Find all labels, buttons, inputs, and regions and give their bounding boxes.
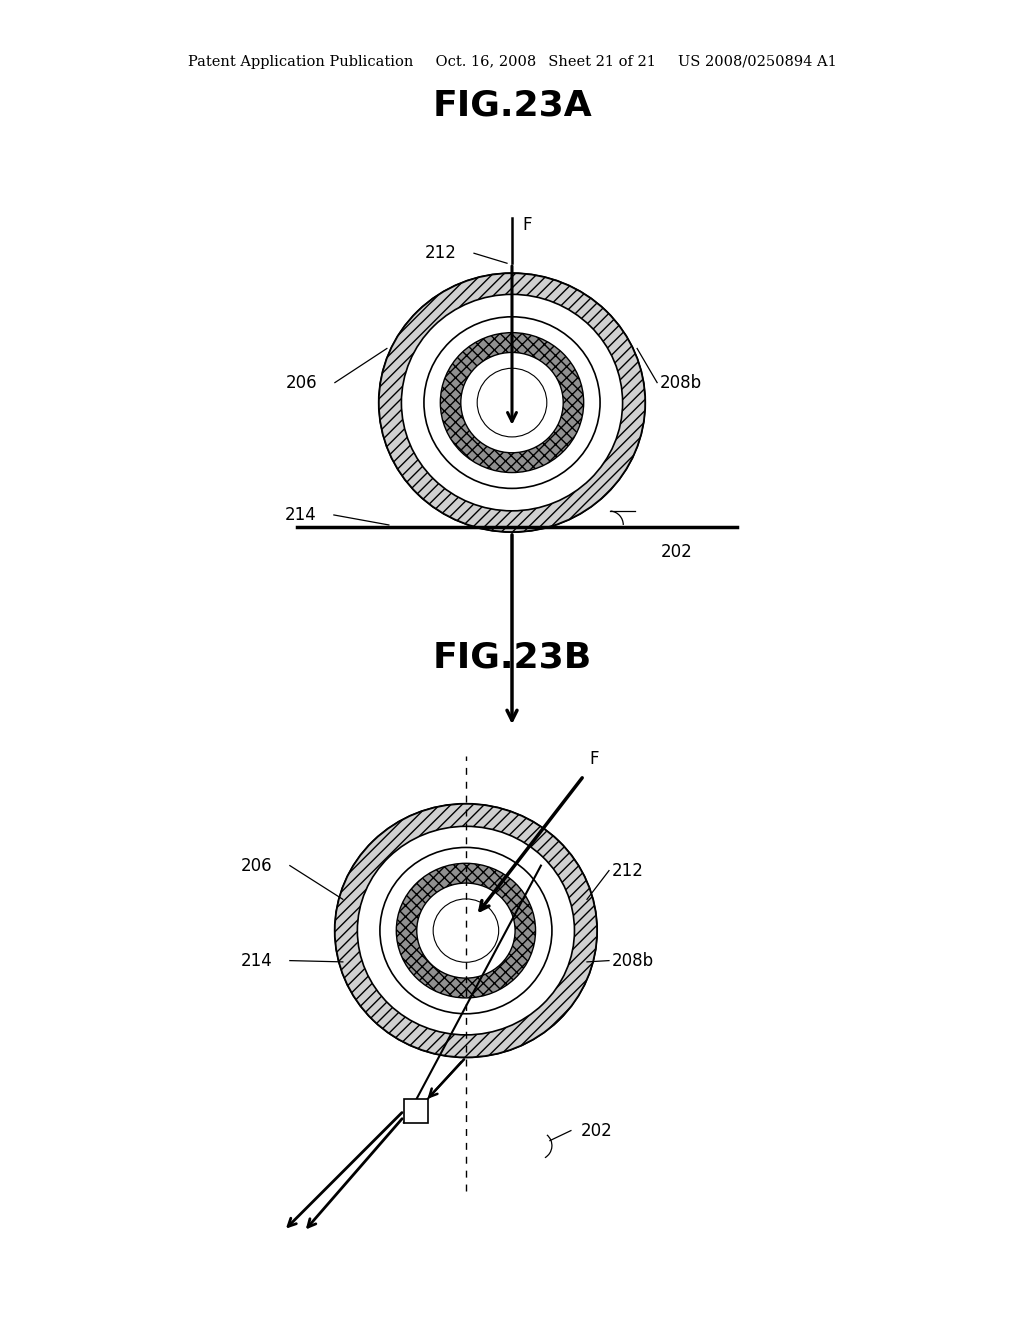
Text: 202: 202: [660, 543, 692, 561]
Ellipse shape: [417, 883, 515, 978]
Text: FIG.23A: FIG.23A: [432, 88, 592, 121]
Text: F: F: [589, 750, 598, 768]
Text: FIG.23B: FIG.23B: [432, 640, 592, 675]
Text: 214: 214: [241, 952, 272, 970]
Text: 202: 202: [581, 1122, 612, 1139]
Ellipse shape: [424, 317, 600, 488]
Ellipse shape: [380, 847, 552, 1014]
Text: 208b: 208b: [660, 374, 702, 392]
Ellipse shape: [440, 333, 584, 473]
Ellipse shape: [477, 368, 547, 437]
Text: 208b: 208b: [612, 952, 654, 970]
Text: Patent Application Publication   Oct. 16, 2008  Sheet 21 of 21   US 2008/0250894: Patent Application Publication Oct. 16, …: [187, 55, 837, 69]
Ellipse shape: [335, 804, 597, 1057]
Ellipse shape: [357, 826, 574, 1035]
Ellipse shape: [379, 273, 645, 532]
Ellipse shape: [396, 863, 536, 998]
Text: 212: 212: [612, 862, 644, 879]
Text: F: F: [522, 216, 531, 234]
Ellipse shape: [433, 899, 499, 962]
Text: 212: 212: [425, 244, 457, 263]
Text: 206: 206: [286, 374, 316, 392]
Text: 206: 206: [242, 857, 272, 875]
Ellipse shape: [379, 273, 645, 532]
Ellipse shape: [335, 804, 597, 1057]
Ellipse shape: [401, 294, 623, 511]
Text: 214: 214: [285, 506, 316, 524]
Ellipse shape: [461, 352, 563, 453]
Bar: [403, 1098, 428, 1122]
